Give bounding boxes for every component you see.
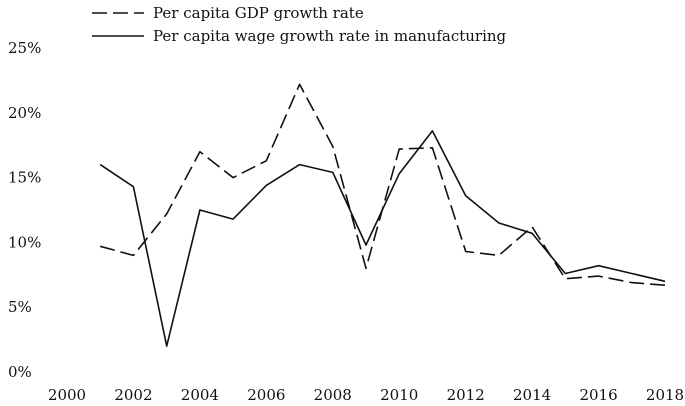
wage-growth-line bbox=[99, 130, 666, 347]
y-tick-label: 0% bbox=[8, 363, 32, 381]
x-tick-label: 2006 bbox=[247, 386, 285, 404]
y-axis: 0% 5% 10% 15% 20% 25% bbox=[8, 39, 41, 381]
x-tick-label: 2000 bbox=[48, 386, 86, 404]
x-tick-label: 2018 bbox=[646, 386, 684, 404]
y-tick-label: 15% bbox=[8, 169, 41, 187]
chart-legend: Per capita GDP growth rate Per capita wag… bbox=[92, 4, 507, 45]
x-tick-label: 2002 bbox=[114, 386, 152, 404]
gdp-growth-line bbox=[99, 83, 666, 286]
x-tick-label: 2016 bbox=[579, 386, 617, 404]
x-axis: 2000 2002 2004 2006 2008 2010 2012 2014 2016 2018 bbox=[48, 386, 684, 404]
y-tick-label: 25% bbox=[8, 39, 41, 57]
series-layer bbox=[99, 83, 666, 347]
x-tick-label: 2004 bbox=[181, 386, 219, 404]
y-tick-label: 20% bbox=[8, 104, 41, 122]
x-tick-label: 2008 bbox=[314, 386, 352, 404]
y-tick-label: 5% bbox=[8, 298, 32, 316]
x-tick-label: 2010 bbox=[380, 386, 418, 404]
legend-label: Per capita wage growth rate in manufactu… bbox=[153, 27, 507, 45]
x-tick-label: 2014 bbox=[513, 386, 551, 404]
legend-label: Per capita GDP growth rate bbox=[153, 4, 364, 22]
y-tick-label: 10% bbox=[8, 233, 41, 251]
x-tick-label: 2012 bbox=[447, 386, 485, 404]
